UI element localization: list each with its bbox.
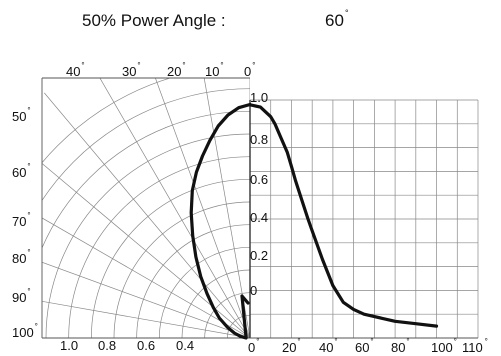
relative-intensity-tick-0.6: 0.6 <box>250 172 268 187</box>
relative-intensity-labels-vertical: 1.0 0.8 0.6 0.4 0.2 0 <box>250 90 268 298</box>
polar-spoke <box>99 78 250 338</box>
relative-intensity-tick-0: 0 <box>250 283 257 298</box>
polar-label-top-30: 30 <box>122 64 136 79</box>
degree-symbol: ° <box>27 287 30 296</box>
degree-symbol: ° <box>252 61 255 70</box>
relative-intensity-label-1.0: 1.0 <box>60 338 78 353</box>
polar-spoke <box>42 217 250 338</box>
polar-ring <box>113 201 250 338</box>
polar-spoke <box>42 261 250 338</box>
polar-spoke <box>44 92 250 338</box>
degree-symbol: ° <box>485 337 488 346</box>
polar-label-left-60: 60 <box>12 165 26 180</box>
polar-label-left-50: 50 <box>12 109 26 124</box>
relative-intensity-tick-0.8: 0.8 <box>250 132 268 147</box>
polar-label-left-100: 100 <box>12 325 34 340</box>
polar-label-top-40: 40 <box>66 64 80 79</box>
polar-spoke <box>203 78 250 338</box>
power-angle-label: 50% Power Angle : <box>82 11 226 30</box>
polar-ring <box>204 292 250 338</box>
polar-ring <box>68 156 250 338</box>
degree-symbol: ° <box>27 162 30 171</box>
degree-symbol: ° <box>27 248 30 257</box>
relative-intensity-tick-1.0: 1.0 <box>250 90 268 105</box>
degree-symbol: ° <box>35 322 38 331</box>
polar-label-top-20: 20 <box>167 64 181 79</box>
relative-intensity-label-0.4: 0.4 <box>176 338 194 353</box>
degree-symbol: ° <box>27 211 30 220</box>
polar-label-left-70: 70 <box>12 214 26 229</box>
degree-symbol: ° <box>297 337 300 346</box>
angle-label-20: 20 <box>282 340 296 355</box>
polar-angle-labels-top: 40 ° 30 ° 20 ° 10 ° 0 ° <box>66 61 255 79</box>
polar-ring <box>226 314 250 338</box>
cartesian-intensity-curve <box>248 103 439 328</box>
polar-ring <box>42 110 250 250</box>
polar-ring <box>158 246 250 338</box>
relative-intensity-label-0.8: 0.8 <box>98 338 116 353</box>
degree-symbol: ° <box>256 337 259 346</box>
polar-intensity-curve <box>189 102 252 340</box>
polar-grid-clipped <box>42 78 250 338</box>
power-angle-degree: ° <box>345 8 349 18</box>
polar-label-top-0: 0 <box>244 64 251 79</box>
relative-intensity-tick-0.4: 0.4 <box>250 210 268 225</box>
degree-symbol: ° <box>220 61 223 70</box>
angle-label-60: 60 <box>355 340 369 355</box>
angle-label-80: 80 <box>391 340 405 355</box>
angle-label-40: 40 <box>319 340 333 355</box>
degree-symbol: ° <box>27 106 30 115</box>
polar-label-left-90: 90 <box>12 290 26 305</box>
relative-intensity-labels-bottom: 1.0 0.8 0.6 0.4 <box>60 338 194 353</box>
polar-ring <box>90 178 250 338</box>
polar-grid <box>41 77 250 339</box>
angle-labels-bottom: 0 ° 20 ° 40 ° 60 ° 80 ° 100 ° 110 ° <box>248 337 488 355</box>
relative-intensity-label-0.6: 0.6 <box>137 338 155 353</box>
polar-angle-labels-left: 50 °60 °70 °80 °90 °100 ° <box>12 106 38 340</box>
polar-spoke <box>42 163 250 338</box>
polar-label-left-80: 80 <box>12 251 26 266</box>
degree-symbol: ° <box>370 337 373 346</box>
polar-ring <box>136 224 250 338</box>
angle-label-100: 100 <box>431 340 453 355</box>
polar-ring <box>42 88 250 202</box>
degree-symbol: ° <box>454 337 457 346</box>
degree-symbol: ° <box>81 61 84 70</box>
angle-label-110: 110 <box>462 340 483 355</box>
cartesian-grid <box>249 99 479 339</box>
polar-spoke <box>154 78 250 338</box>
degree-symbol: ° <box>406 337 409 346</box>
degree-symbol: ° <box>182 61 185 70</box>
polar-spoke <box>42 300 250 338</box>
polar-ring <box>45 133 250 338</box>
polar-label-top-10: 10 <box>205 64 219 79</box>
degree-symbol: ° <box>137 61 140 70</box>
angle-label-0: 0 <box>248 340 255 355</box>
power-angle-value: 60 <box>325 11 344 30</box>
degree-symbol: ° <box>334 337 337 346</box>
polar-ring <box>181 269 250 338</box>
polar-ring <box>42 78 172 164</box>
relative-intensity-tick-0.2: 0.2 <box>250 248 268 263</box>
